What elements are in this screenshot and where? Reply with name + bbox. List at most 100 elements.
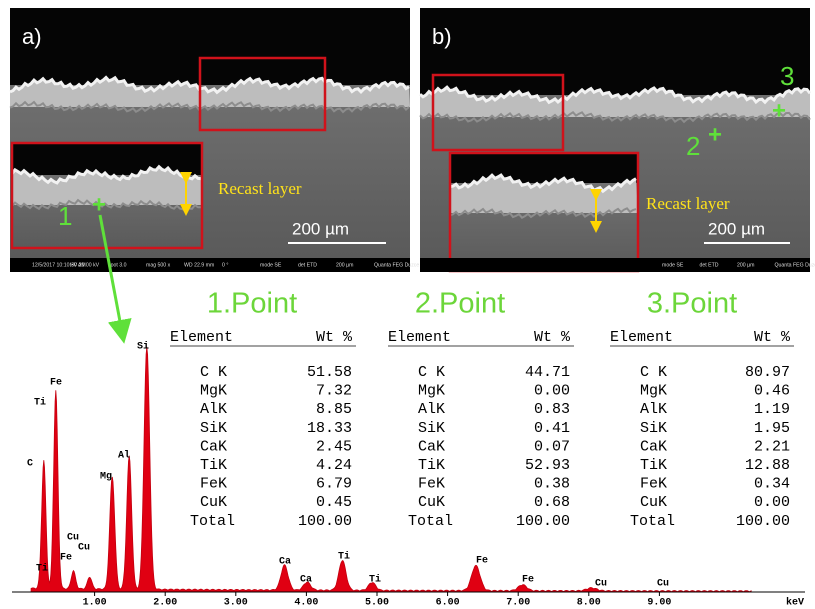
column-header: Element <box>388 329 451 346</box>
element-cell: CuK <box>200 494 227 511</box>
element-cell: MgK <box>640 383 667 400</box>
weight-cell: 2.45 <box>316 438 352 455</box>
peak-label: Fe <box>522 575 534 586</box>
element-cell: Total <box>408 513 453 530</box>
element-cell: FeK <box>200 476 227 493</box>
peak-label: Cu <box>595 579 607 590</box>
element-cell: MgK <box>200 383 227 400</box>
column-header: Wt % <box>316 329 353 346</box>
weight-cell: 4.24 <box>316 457 352 474</box>
element-cell: CaK <box>640 438 667 455</box>
peak-label: Ti <box>36 563 48 575</box>
element-cell: FeK <box>418 476 445 493</box>
weight-cell: 1.19 <box>754 401 790 418</box>
weight-cell: 8.85 <box>316 401 352 418</box>
weight-cell: 44.71 <box>525 364 570 381</box>
x-unit: keV <box>786 597 804 609</box>
element-cell: AlK <box>200 401 227 418</box>
peak-label: Al <box>118 450 130 462</box>
peak-label: Cu <box>78 543 90 554</box>
weight-cell: 2.21 <box>754 438 790 455</box>
element-cell: CaK <box>200 438 227 455</box>
column-header: Element <box>610 329 673 346</box>
peak-label: C <box>27 459 33 470</box>
point-marker: + <box>772 97 786 124</box>
weight-cell: 0.46 <box>754 383 790 400</box>
info-bar-item: 0 ° <box>222 262 228 268</box>
sem-image-b: b) Recast layer 200 µm 2 +3 + mode SE det ETD 20… <box>420 8 815 272</box>
weight-cell: 51.58 <box>307 364 352 381</box>
element-cell: TiK <box>418 457 445 474</box>
weight-cell: 52.93 <box>525 457 570 474</box>
sem-vacuum <box>420 8 810 95</box>
sem-vacuum <box>10 8 410 85</box>
element-cell: AlK <box>418 401 445 418</box>
weight-cell: 80.97 <box>745 364 790 381</box>
element-cell: CaK <box>418 438 445 455</box>
peak-label: Ca <box>300 575 312 586</box>
peak-label: Ca <box>279 557 291 568</box>
x-tick-label: 3.00 <box>224 598 248 609</box>
inset-label: Recast layer <box>218 179 302 198</box>
element-cell: AlK <box>640 401 667 418</box>
x-tick-label: 6.00 <box>436 598 460 609</box>
x-tick-label: 8.00 <box>577 598 601 609</box>
sem-vacuum <box>12 143 202 175</box>
column-header: Element <box>170 329 233 346</box>
info-bar-item: WD 22.9 mm <box>184 262 214 268</box>
info-bar-item: det ETD <box>700 262 719 268</box>
peak-label: Cu <box>657 579 669 590</box>
element-cell: C K <box>640 364 667 381</box>
info-bar-item: mode SE <box>662 262 684 268</box>
point-number: 1 <box>58 201 72 231</box>
weight-cell: 0.45 <box>316 494 352 511</box>
weight-cell: 0.38 <box>534 476 570 493</box>
element-cell: SiK <box>200 420 227 437</box>
point-marker: + <box>92 191 106 218</box>
element-cell: Total <box>190 513 235 530</box>
scale-bar-label: 200 µm <box>708 219 765 238</box>
inset-label: Recast layer <box>646 194 730 213</box>
info-bar-item: HV 20.00 kV <box>70 262 100 268</box>
element-cell: C K <box>200 364 227 381</box>
element-cell: SiK <box>640 420 667 437</box>
panel-label: a) <box>22 24 42 49</box>
table-title: 2.Point <box>415 288 505 320</box>
weight-cell: 12.88 <box>745 457 790 474</box>
weight-cell: 0.34 <box>754 476 790 493</box>
scale-bar-label: 200 µm <box>292 219 349 238</box>
peak-label: Fe <box>476 556 488 567</box>
sem-vacuum <box>450 153 638 183</box>
figure: a)Recast layer200 µm1+12/5/2017 10:10:30… <box>0 0 815 609</box>
peak-label: Si <box>137 341 149 353</box>
element-cell: TiK <box>200 457 227 474</box>
point-number: 2 <box>686 131 700 161</box>
weight-cell: 0.68 <box>534 494 570 511</box>
column-header: Wt % <box>534 329 571 346</box>
point-marker: + <box>708 121 722 148</box>
element-cell: FeK <box>640 476 667 493</box>
peak-label: Ti <box>34 397 46 409</box>
weight-cell: 1.95 <box>754 420 790 437</box>
peak-label: Mg <box>100 472 112 483</box>
info-bar-item: det ETD <box>298 262 317 268</box>
weight-cell: 18.33 <box>307 420 352 437</box>
info-bar-item: mag 500 x <box>146 262 171 268</box>
point-number: 3 <box>780 61 794 91</box>
element-cell: CuK <box>418 494 445 511</box>
column-header: Wt % <box>754 329 791 346</box>
info-bar-item: mode SE <box>260 262 282 268</box>
weight-cell: 0.00 <box>754 494 790 511</box>
weight-cell: 0.07 <box>534 438 570 455</box>
weight-cell: 6.79 <box>316 476 352 493</box>
x-tick-label: 7.00 <box>506 598 530 609</box>
table-title: 3.Point <box>647 288 737 320</box>
weight-cell: 100.00 <box>516 513 570 530</box>
info-bar-item: 200 µm <box>737 262 754 268</box>
panel-label: b) <box>432 24 452 49</box>
weight-cell: 100.00 <box>736 513 790 530</box>
x-tick-label: 9.00 <box>647 598 671 609</box>
weight-cell: 0.41 <box>534 420 570 437</box>
element-cell: SiK <box>418 420 445 437</box>
